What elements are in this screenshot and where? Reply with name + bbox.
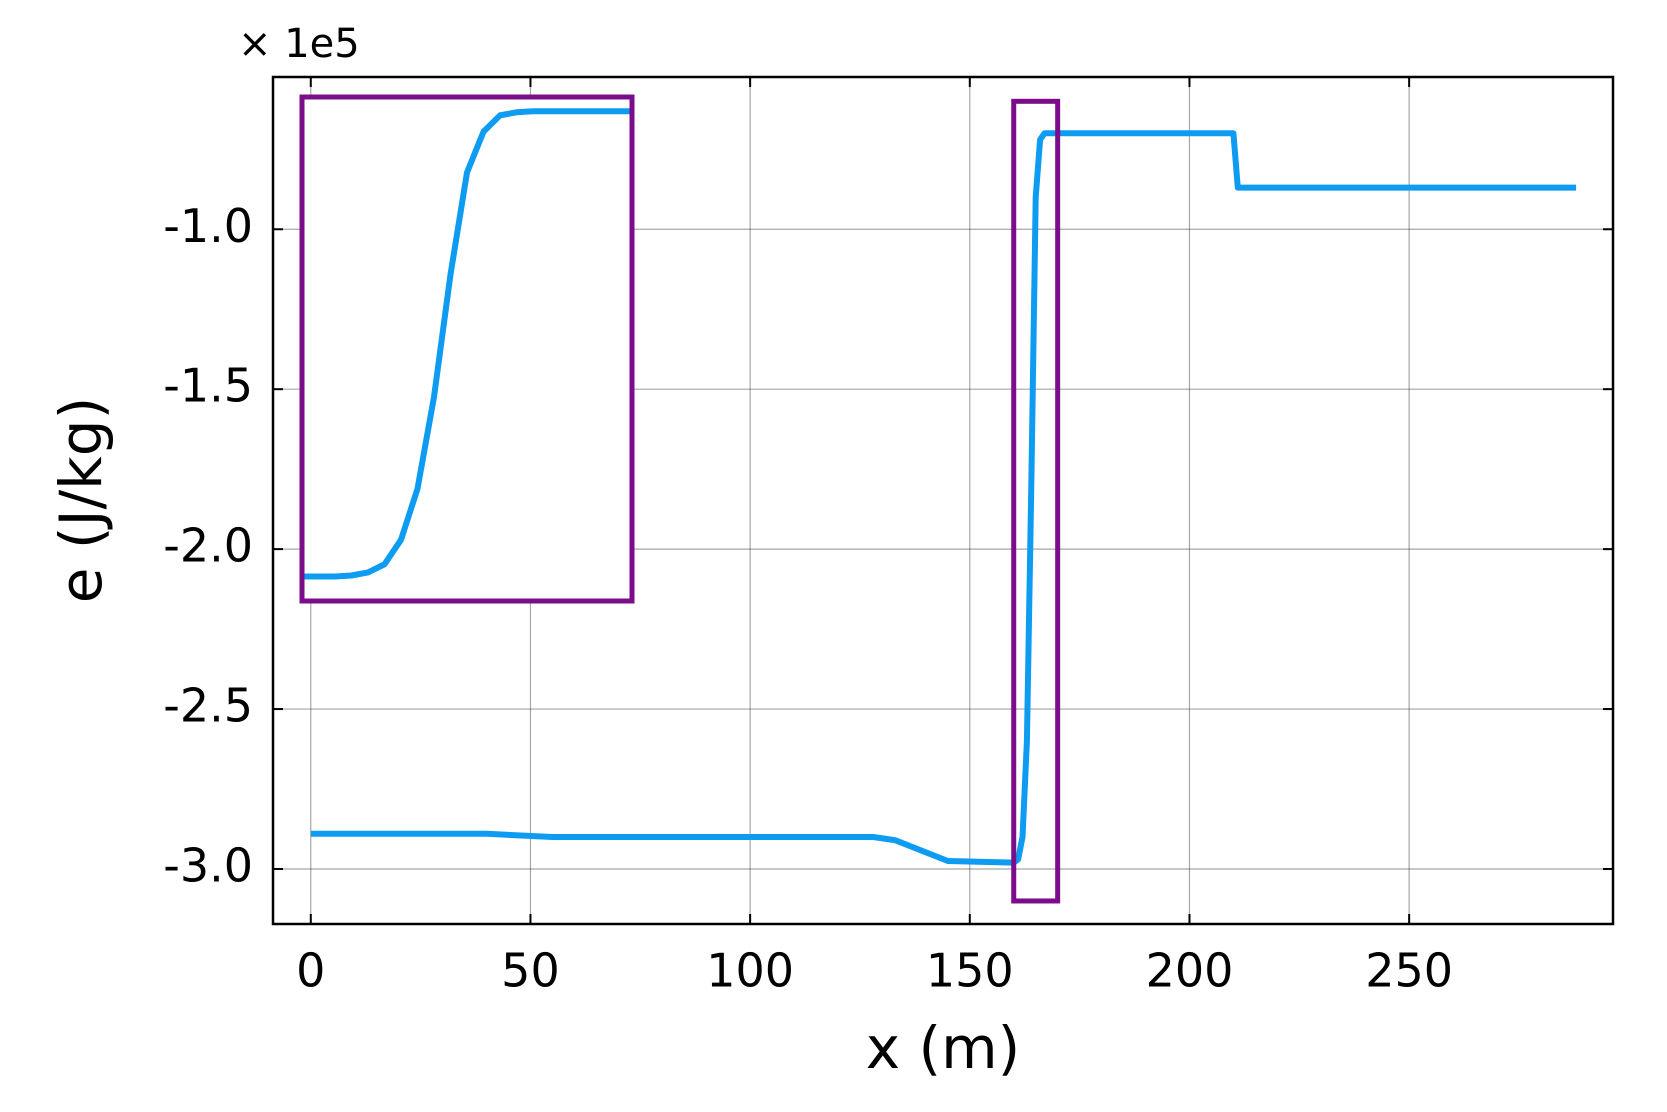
x-tick-label: 0 [296,944,325,998]
x-tick-label: 50 [501,944,560,998]
y-multiplier: × 1e5 [238,21,360,67]
x-tick-label: 250 [1365,944,1453,998]
y-tick-label: -2.0 [163,519,253,573]
zoom-box [1011,98,1061,904]
x-tick-label: 100 [706,944,794,998]
x-axis-label: x (m) [866,1014,1021,1082]
data-line [302,108,632,580]
plot-frame [271,75,1615,926]
x-tick-label: 150 [926,944,1014,998]
y-tick-label: -2.5 [163,679,253,733]
x-tick-label: 200 [1146,944,1234,998]
data-line [310,130,1577,866]
inset-frame [299,94,635,604]
y-tick-label: -1.0 [163,199,253,253]
y-axis-label: e (J/kg) [47,397,115,603]
y-tick-label: -3.0 [163,838,253,892]
y-tick-label: -1.5 [163,359,253,413]
